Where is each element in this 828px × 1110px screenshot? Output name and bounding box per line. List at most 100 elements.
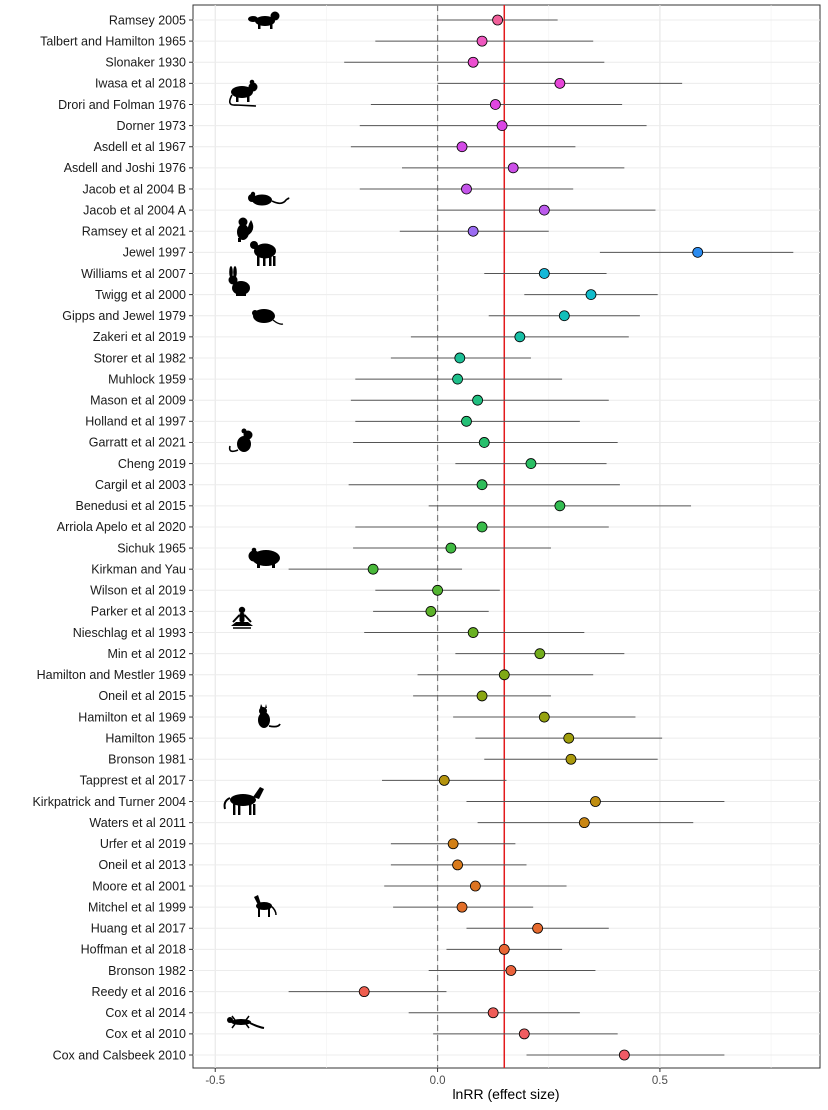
effect-point xyxy=(456,901,468,913)
effect-point xyxy=(467,225,479,237)
effect-point xyxy=(498,943,510,955)
effect-point xyxy=(467,56,479,68)
effect-point xyxy=(585,289,597,300)
study-label: Tapprest et al 2017 xyxy=(80,774,186,788)
effect-point xyxy=(492,14,504,26)
effect-point xyxy=(367,563,379,575)
x-tick-label: 0.5 xyxy=(652,1075,668,1087)
effect-point xyxy=(692,246,704,258)
effect-point xyxy=(469,880,481,892)
study-label: Holland et al 1997 xyxy=(85,415,186,429)
study-label: Min et al 2012 xyxy=(107,647,186,661)
effect-point xyxy=(432,584,443,596)
effect-point xyxy=(461,415,472,427)
ferret-icon xyxy=(248,11,280,29)
horse-icon xyxy=(223,787,264,815)
study-label: Cox and Calsbeek 2010 xyxy=(53,1048,186,1062)
study-label: Parker et al 2013 xyxy=(91,605,186,619)
study-label: Jewel 1997 xyxy=(123,246,186,260)
effect-point xyxy=(478,437,490,448)
dog-icon xyxy=(254,895,277,917)
study-label: Hamilton 1965 xyxy=(105,731,186,745)
panel-background xyxy=(192,4,821,1069)
effect-point xyxy=(425,606,437,617)
effect-point xyxy=(538,711,550,723)
study-label: Kirkman and Yau xyxy=(91,562,186,576)
study-label: Cheng 2019 xyxy=(118,457,186,471)
study-label: Oneil et al 2015 xyxy=(98,689,186,703)
human-icon xyxy=(231,606,253,629)
taxon-silhouettes xyxy=(223,11,290,1029)
study-label: Slonaker 1930 xyxy=(105,56,186,70)
x-tick-label: -0.5 xyxy=(205,1075,225,1087)
effect-point xyxy=(472,394,483,406)
rabbit-icon xyxy=(228,266,250,296)
study-label: Bronson 1981 xyxy=(108,753,186,767)
study-label: Iwasa et al 2018 xyxy=(95,77,186,91)
x-axis-ticks: -0.5 0.0 0.5 xyxy=(205,1068,668,1087)
study-label: Garratt et al 2021 xyxy=(89,436,186,450)
effect-point xyxy=(578,817,590,829)
effect-point xyxy=(538,268,550,279)
study-label: Hoffman et al 2018 xyxy=(81,943,186,957)
study-label: Wilson et al 2019 xyxy=(90,584,186,598)
effect-points xyxy=(358,14,704,1061)
study-label: Dorner 1973 xyxy=(117,119,187,133)
study-label: Hamilton and Mestler 1969 xyxy=(37,668,186,682)
effect-point xyxy=(476,690,488,702)
effect-point xyxy=(563,732,575,744)
study-label: Urfer et al 2019 xyxy=(100,837,186,851)
rat-icon xyxy=(228,79,258,107)
study-label: Talbert and Hamilton 1965 xyxy=(40,34,186,48)
effect-point xyxy=(554,77,566,89)
study-label: Kirkpatrick and Turner 2004 xyxy=(32,795,186,809)
effect-point xyxy=(507,162,519,174)
effect-point xyxy=(514,331,526,343)
cat-icon xyxy=(258,704,281,728)
lizard-icon xyxy=(227,1015,265,1029)
effect-point xyxy=(565,753,577,765)
study-label: Bronson 1982 xyxy=(108,964,186,978)
effect-point xyxy=(518,1028,530,1040)
study-label: Moore et al 2001 xyxy=(92,879,186,893)
vole-icon xyxy=(252,309,284,325)
study-label: Reedy et al 2016 xyxy=(91,985,186,999)
effect-point xyxy=(525,458,537,469)
study-label: Twigg et al 2000 xyxy=(95,288,186,302)
study-label: Muhlock 1959 xyxy=(108,372,186,386)
study-label: Gipps and Jewel 1979 xyxy=(62,309,186,323)
effect-point xyxy=(461,183,472,195)
effect-point xyxy=(554,500,566,512)
study-label: Zakeri et al 2019 xyxy=(93,330,186,344)
study-label: Mitchel et al 1999 xyxy=(88,900,186,914)
effect-point xyxy=(590,796,601,807)
effect-point xyxy=(445,542,457,554)
study-label: Asdell et al 1967 xyxy=(94,140,186,154)
study-label: Nieschlag et al 1993 xyxy=(73,626,186,640)
study-label: Ramsey 2005 xyxy=(109,13,186,27)
study-label: Ramsey et al 2021 xyxy=(82,225,186,239)
effect-point xyxy=(476,521,488,533)
effect-point xyxy=(489,99,501,110)
effect-point xyxy=(476,35,488,47)
study-label: Asdell and Joshi 1976 xyxy=(64,161,186,175)
effect-point xyxy=(618,1049,630,1061)
effect-point xyxy=(454,352,466,364)
effect-point xyxy=(558,310,570,322)
effect-point xyxy=(358,986,370,998)
effect-point xyxy=(532,922,544,934)
study-label: Cox et al 2010 xyxy=(105,1027,186,1041)
study-label: Drori and Folman 1976 xyxy=(58,98,186,112)
study-labels: Ramsey 2005 Talbert and Hamilton 1965 Slon… xyxy=(32,13,193,1062)
sheep-icon xyxy=(250,241,276,266)
effect-point xyxy=(456,141,468,153)
study-label: Sichuk 1965 xyxy=(117,541,186,555)
study-label: Hamilton et al 1969 xyxy=(78,710,186,724)
mouse-icon xyxy=(248,191,290,206)
hamster-icon xyxy=(248,547,280,568)
study-label: Waters et al 2011 xyxy=(89,816,186,830)
study-label: Oneil et al 2013 xyxy=(98,858,186,872)
reference-lines xyxy=(436,5,506,1068)
effect-point xyxy=(496,120,508,132)
